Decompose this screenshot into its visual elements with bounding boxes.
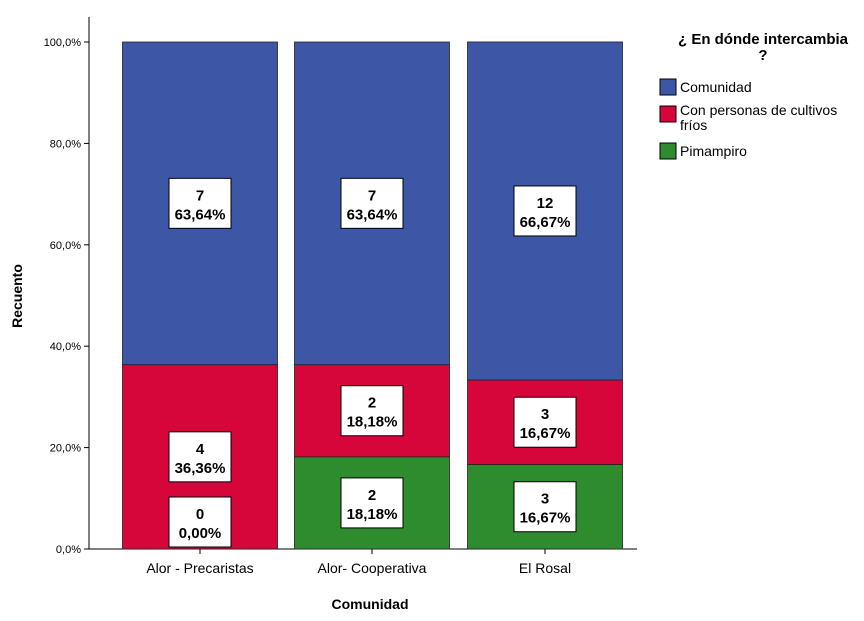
y-tick-label: 60,0%: [50, 240, 81, 252]
data-label-box: [513, 481, 577, 533]
data-label-box: [340, 477, 404, 529]
data-labels-layer: 0 0,00% 4 36,36% 7 63,64% 2 18,18% 2 18,18% 7 63,64…: [168, 177, 577, 548]
data-label-percent: 63,64%: [175, 206, 226, 223]
data-label-percent: 18,18%: [347, 414, 398, 431]
legend-entry-label: Comunidad: [680, 79, 752, 95]
legend-swatch: [659, 78, 677, 96]
data-label-count: 3: [541, 491, 549, 508]
data-label-box: [168, 177, 232, 229]
y-axis-title: Recuento: [9, 264, 25, 328]
legend-swatch: [659, 142, 677, 160]
data-label-box: [168, 496, 232, 548]
x-tick-label: Alor - Precaristas: [146, 560, 253, 576]
y-tick-label: 100,0%: [44, 37, 82, 49]
y-tick-label: 80,0%: [50, 138, 81, 150]
data-label-count: 3: [541, 406, 549, 423]
data-label-count: 2: [368, 487, 376, 504]
data-label-percent: 0,00%: [179, 525, 222, 542]
legend-entry-label: Pimampiro: [680, 143, 747, 159]
data-label-percent: 18,18%: [347, 506, 398, 523]
y-tick-label: 40,0%: [50, 341, 81, 353]
bar-segment: [467, 41, 623, 381]
legend: ¿ En dónde intercambia ? Comunidad Con pers…: [659, 31, 849, 160]
data-label-box: [513, 396, 577, 448]
data-label-count: 0: [196, 506, 204, 523]
legend-title: ¿ En dónde intercambia?: [678, 31, 849, 64]
data-label-box: [340, 385, 404, 437]
data-label-percent: 66,67%: [520, 214, 571, 231]
data-label-box: [340, 177, 404, 229]
axes-layer: 0,0% 20,0% 40,0% 60,0% 80,0% 100,0% Alor - Pre…: [44, 17, 637, 576]
x-tick-label: El Rosal: [519, 560, 571, 576]
legend-swatch: [659, 105, 677, 123]
x-axis-title: Comunidad: [332, 596, 409, 612]
data-label-box: [168, 431, 232, 483]
legend-entry-label: Con personas de cultivos fríos: [680, 102, 837, 133]
y-tick-label: 0,0%: [56, 544, 81, 556]
data-label-count: 7: [368, 187, 376, 204]
y-tick-label: 20,0%: [50, 443, 81, 455]
data-label-percent: 63,64%: [347, 206, 398, 223]
data-label-count: 7: [196, 187, 204, 204]
data-label-count: 2: [368, 395, 376, 412]
data-label-percent: 16,67%: [520, 425, 571, 442]
x-tick-label: Alor- Cooperativa: [318, 560, 427, 576]
data-label-percent: 16,67%: [520, 510, 571, 527]
data-label-count: 12: [537, 195, 554, 212]
data-label-box: [513, 185, 577, 237]
data-label-count: 4: [196, 441, 205, 458]
data-label-percent: 36,36%: [175, 460, 226, 477]
